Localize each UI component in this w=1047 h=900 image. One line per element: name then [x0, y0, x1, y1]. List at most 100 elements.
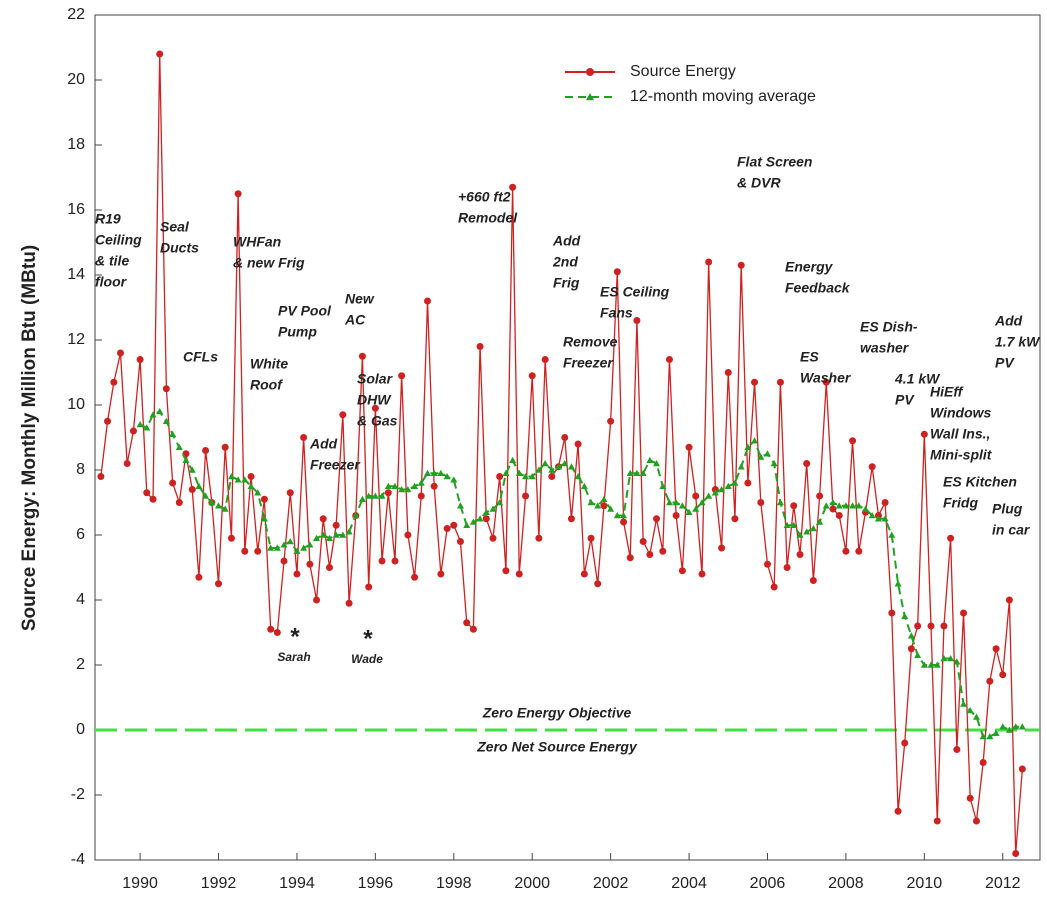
- point: [718, 544, 726, 552]
- point: [835, 502, 843, 509]
- point: [97, 473, 105, 480]
- point: [430, 469, 438, 477]
- point: [620, 518, 628, 526]
- point: [143, 489, 151, 497]
- point: [966, 794, 974, 802]
- point: [502, 469, 510, 477]
- annotation: ES Dish-: [860, 319, 918, 335]
- x-tick-label: 1996: [358, 875, 394, 892]
- point: [737, 261, 745, 269]
- annotation: Fans: [600, 305, 633, 321]
- point: [901, 739, 909, 747]
- point: [450, 521, 458, 529]
- point: [202, 492, 210, 499]
- point: [528, 473, 536, 480]
- point: [522, 473, 530, 480]
- point: [162, 385, 170, 393]
- annotation: & tile: [95, 253, 129, 269]
- point: [927, 661, 935, 668]
- point: [300, 544, 308, 551]
- point: [123, 460, 131, 467]
- point: [260, 515, 268, 522]
- point: [653, 515, 661, 523]
- point: [443, 525, 451, 532]
- point: [692, 492, 700, 500]
- point: [306, 541, 314, 548]
- point: [888, 609, 896, 617]
- point: [776, 378, 784, 386]
- point: [463, 521, 471, 529]
- point: [822, 378, 830, 386]
- point: [953, 746, 961, 753]
- annotation: & DVR: [737, 175, 781, 191]
- point: [443, 473, 451, 480]
- annotation: Ceiling: [95, 232, 142, 248]
- point: [371, 404, 379, 412]
- point: [881, 515, 889, 522]
- point: [116, 349, 124, 357]
- point: [776, 499, 784, 506]
- point: [234, 476, 242, 483]
- point: [587, 499, 595, 506]
- point: [790, 502, 798, 510]
- point: [999, 723, 1007, 730]
- point: [541, 356, 549, 363]
- point: [567, 515, 575, 523]
- x-tick-label: 1994: [279, 875, 315, 892]
- point: [672, 499, 680, 506]
- point: [313, 596, 321, 604]
- annotation: New: [345, 291, 375, 307]
- point: [260, 495, 268, 503]
- point: [855, 502, 863, 509]
- point: [659, 547, 667, 555]
- point: [482, 515, 490, 523]
- point: [456, 538, 464, 545]
- point: [149, 411, 157, 418]
- x-tick-label: 2002: [593, 875, 629, 892]
- point: [705, 492, 713, 499]
- point: [358, 352, 366, 360]
- point: [280, 557, 288, 565]
- point: [633, 317, 641, 324]
- point: [881, 499, 889, 506]
- point: [659, 482, 667, 490]
- point: [430, 482, 438, 490]
- x-tick-label: 2006: [750, 875, 786, 892]
- point: [208, 499, 216, 506]
- x-tick-label: 2004: [671, 875, 707, 892]
- point: [685, 508, 693, 516]
- point: [319, 515, 327, 523]
- point: [1018, 723, 1026, 730]
- reference-label: Zero Energy Objective: [482, 705, 632, 721]
- point: [345, 528, 353, 535]
- point: [254, 547, 262, 555]
- annotation: Ducts: [160, 240, 199, 256]
- point: [842, 502, 850, 509]
- point: [639, 469, 647, 477]
- point: [986, 677, 994, 685]
- annotation: Remove: [563, 334, 618, 350]
- annotation: Wall Ins.,: [930, 426, 990, 442]
- point: [535, 534, 543, 542]
- point: [143, 424, 151, 431]
- annotation: Washer: [800, 370, 852, 386]
- point: [803, 528, 811, 535]
- point: [476, 515, 484, 522]
- point: [731, 479, 739, 486]
- point: [724, 482, 732, 490]
- point: [594, 502, 602, 509]
- annotation: & new Frig: [233, 255, 305, 271]
- y-tick-label: 10: [67, 396, 85, 413]
- point: [332, 521, 340, 529]
- point: [489, 505, 497, 512]
- point: [835, 512, 843, 519]
- point: [829, 499, 837, 506]
- point: [548, 473, 556, 480]
- point: [678, 567, 686, 575]
- point: [104, 417, 112, 425]
- point: [574, 473, 582, 480]
- point: [979, 733, 987, 740]
- point: [129, 427, 137, 435]
- point: [803, 460, 811, 467]
- point: [907, 645, 915, 653]
